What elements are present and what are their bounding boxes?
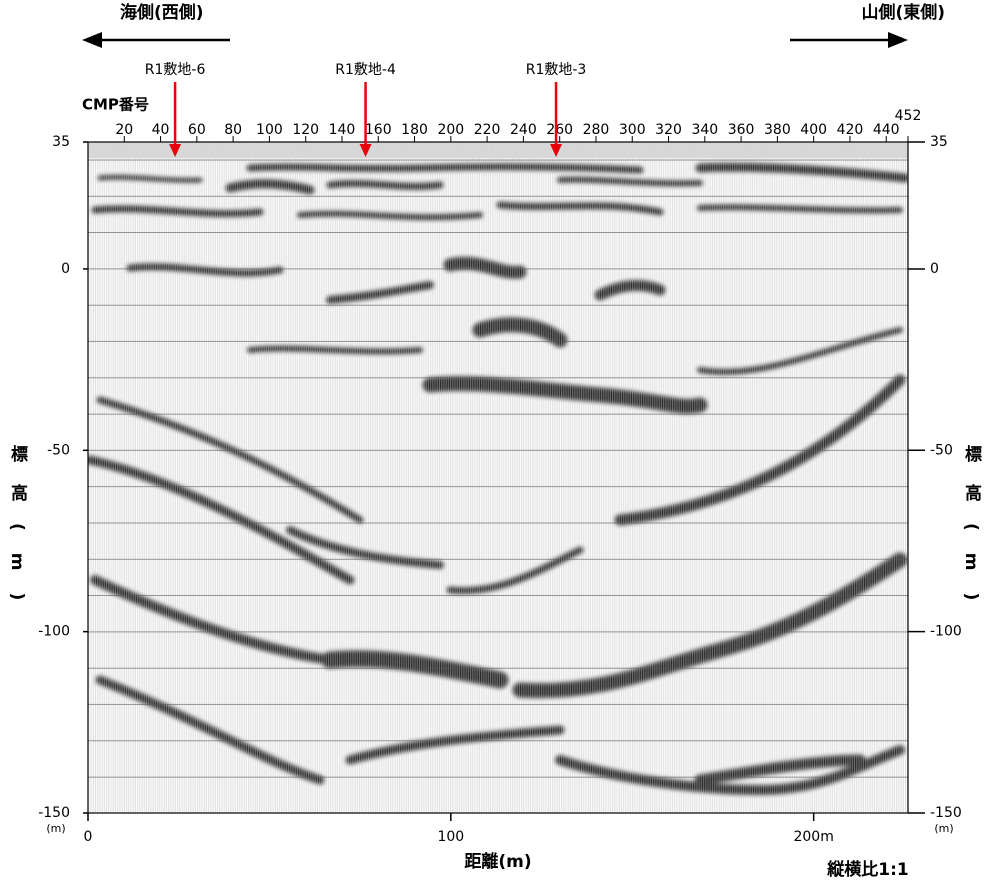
page: {"chart_data": { "type": "seismic-sectio… [0, 0, 988, 885]
annotation-label: R1敷地-3 [526, 61, 587, 78]
cmp-tick-label: 180 [401, 122, 428, 138]
y-tick-label: -100 [38, 624, 70, 640]
y-unit: (m) [934, 822, 953, 835]
cmp-tick-label: 140 [329, 122, 356, 138]
seismic-image [88, 142, 908, 813]
direction-arrowhead [82, 32, 102, 48]
cmp-tick-label: 200 [437, 122, 464, 138]
x-tick-label: 100 [437, 829, 464, 845]
cmp-tick-label: 400 [800, 122, 827, 138]
y-axis-label: 標高(m) [962, 445, 979, 622]
direction-arrowhead [888, 32, 908, 48]
cmp-tick-label: 280 [583, 122, 610, 138]
x-tick-label: 0 [84, 829, 93, 845]
cmp-tick-label: 120 [292, 122, 319, 138]
y-tick-label: -150 [930, 805, 962, 821]
cmp-tick-label: 260 [546, 122, 573, 138]
y-axis-label: 標高(m) [8, 445, 25, 622]
cmp-tick-label: 40 [152, 122, 170, 138]
cmp-tick-label: 420 [837, 122, 864, 138]
cmp-tick-label: 160 [365, 122, 392, 138]
y-tick-label: -50 [47, 442, 70, 458]
direction-right: 山側(東側) [861, 2, 945, 23]
depth-lines [88, 142, 908, 813]
cmp-tick-label: 80 [224, 122, 242, 138]
annotation-label: R1敷地-4 [335, 61, 396, 78]
cmp-tick-label: 440 [873, 122, 900, 138]
cmp-tick-label: 60 [188, 122, 206, 138]
note: 縦横比1:1 [826, 859, 908, 880]
y-tick-label: 35 [52, 134, 70, 150]
cmp-tick-label: 320 [655, 122, 682, 138]
cmp-tick-label: 300 [619, 122, 646, 138]
cmp-tick-label: 100 [256, 122, 283, 138]
y-tick-label: 0 [930, 261, 939, 277]
y-unit: (m) [46, 822, 65, 835]
cmp-tick-label: 360 [728, 122, 755, 138]
x-tick-label: 200m [793, 829, 833, 845]
cmp-tick-label: 380 [764, 122, 791, 138]
cmp-tick-label: 220 [474, 122, 501, 138]
y-tick-label: -100 [930, 624, 962, 640]
annotation-label: R1敷地-6 [145, 61, 206, 78]
chart: 海側(西側) 山側(東側) CMP番号 距離(m) 縦横比1:1 (m) (m)… [0, 0, 988, 885]
cmp-tick-label: 340 [691, 122, 718, 138]
top-axis-label: CMP番号 [82, 96, 149, 114]
y-tick-label: 0 [61, 261, 70, 277]
x-axis-label: 距離(m) [464, 851, 531, 872]
direction-left: 海側(西側) [120, 2, 204, 23]
cmp-tick-label: 240 [510, 122, 537, 138]
cmp-tick-label: 452 [895, 108, 922, 124]
y-tick-label: -150 [38, 805, 70, 821]
y-tick-label: -50 [930, 442, 953, 458]
cmp-tick-label: 20 [115, 122, 133, 138]
y-tick-label: 35 [930, 134, 948, 150]
